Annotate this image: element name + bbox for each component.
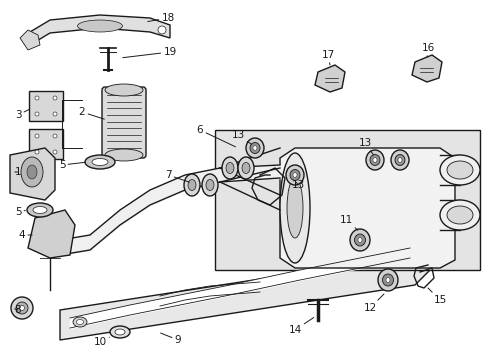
Ellipse shape xyxy=(369,154,379,166)
Ellipse shape xyxy=(73,317,87,327)
Text: 14: 14 xyxy=(288,318,313,335)
Ellipse shape xyxy=(115,329,125,335)
Ellipse shape xyxy=(249,143,260,153)
Text: 5: 5 xyxy=(59,160,85,170)
Ellipse shape xyxy=(286,178,303,238)
Polygon shape xyxy=(314,65,345,92)
Polygon shape xyxy=(28,210,75,258)
Ellipse shape xyxy=(35,134,39,138)
Ellipse shape xyxy=(76,320,83,324)
Ellipse shape xyxy=(53,112,57,116)
Text: 19: 19 xyxy=(122,47,176,58)
Ellipse shape xyxy=(225,162,234,174)
Ellipse shape xyxy=(238,157,253,179)
Ellipse shape xyxy=(382,274,393,286)
Text: 13: 13 xyxy=(231,130,251,144)
Ellipse shape xyxy=(446,161,472,179)
Ellipse shape xyxy=(242,162,249,174)
Text: 15: 15 xyxy=(427,288,446,305)
Ellipse shape xyxy=(439,200,479,230)
Text: 18: 18 xyxy=(147,13,174,23)
Text: 7: 7 xyxy=(164,170,189,182)
Ellipse shape xyxy=(187,180,196,190)
Text: 11: 11 xyxy=(339,215,357,230)
Text: 12: 12 xyxy=(363,294,383,313)
Ellipse shape xyxy=(202,174,218,196)
Polygon shape xyxy=(10,148,55,200)
Ellipse shape xyxy=(27,203,53,217)
Text: 16: 16 xyxy=(421,43,434,57)
FancyBboxPatch shape xyxy=(29,91,63,121)
Ellipse shape xyxy=(285,165,304,185)
Ellipse shape xyxy=(357,238,361,243)
Text: 13: 13 xyxy=(358,138,373,155)
Text: 17: 17 xyxy=(321,50,334,65)
Ellipse shape xyxy=(85,155,115,169)
Ellipse shape xyxy=(289,170,299,180)
Ellipse shape xyxy=(27,165,37,179)
Ellipse shape xyxy=(16,302,28,314)
Ellipse shape xyxy=(53,150,57,154)
Ellipse shape xyxy=(349,229,369,251)
Text: 2: 2 xyxy=(79,107,104,119)
Text: 3: 3 xyxy=(15,109,29,120)
Ellipse shape xyxy=(377,269,397,291)
Ellipse shape xyxy=(390,150,408,170)
Ellipse shape xyxy=(110,326,130,338)
Text: 13: 13 xyxy=(291,180,304,190)
Ellipse shape xyxy=(158,26,165,34)
Ellipse shape xyxy=(372,158,376,162)
Ellipse shape xyxy=(92,158,108,166)
Ellipse shape xyxy=(446,206,472,224)
Ellipse shape xyxy=(439,155,479,185)
Ellipse shape xyxy=(252,146,257,150)
Ellipse shape xyxy=(21,157,43,187)
Ellipse shape xyxy=(280,153,309,263)
Ellipse shape xyxy=(222,157,238,179)
Ellipse shape xyxy=(33,207,47,213)
Polygon shape xyxy=(280,148,454,268)
Text: 10: 10 xyxy=(93,337,109,347)
Ellipse shape xyxy=(77,20,122,32)
Ellipse shape xyxy=(11,297,33,319)
FancyBboxPatch shape xyxy=(102,87,146,158)
Ellipse shape xyxy=(53,134,57,138)
Text: 1: 1 xyxy=(15,167,21,177)
Ellipse shape xyxy=(354,234,365,246)
Text: 9: 9 xyxy=(160,333,181,345)
Ellipse shape xyxy=(397,158,401,162)
Polygon shape xyxy=(30,15,170,45)
Ellipse shape xyxy=(365,150,383,170)
Ellipse shape xyxy=(292,173,296,177)
Ellipse shape xyxy=(205,180,214,190)
Text: 4: 4 xyxy=(19,230,32,240)
Ellipse shape xyxy=(245,138,264,158)
Text: 5: 5 xyxy=(15,207,25,217)
Ellipse shape xyxy=(183,174,200,196)
Ellipse shape xyxy=(394,154,404,166)
Polygon shape xyxy=(60,230,439,340)
Polygon shape xyxy=(215,130,479,270)
Ellipse shape xyxy=(105,149,142,161)
Polygon shape xyxy=(411,55,441,82)
FancyBboxPatch shape xyxy=(29,129,63,159)
Ellipse shape xyxy=(385,278,389,283)
Ellipse shape xyxy=(35,96,39,100)
Polygon shape xyxy=(20,30,40,50)
Ellipse shape xyxy=(35,150,39,154)
Ellipse shape xyxy=(35,112,39,116)
Text: 8: 8 xyxy=(15,305,21,315)
Ellipse shape xyxy=(20,306,24,310)
Text: 6: 6 xyxy=(196,125,235,147)
Ellipse shape xyxy=(53,96,57,100)
Ellipse shape xyxy=(105,84,142,96)
